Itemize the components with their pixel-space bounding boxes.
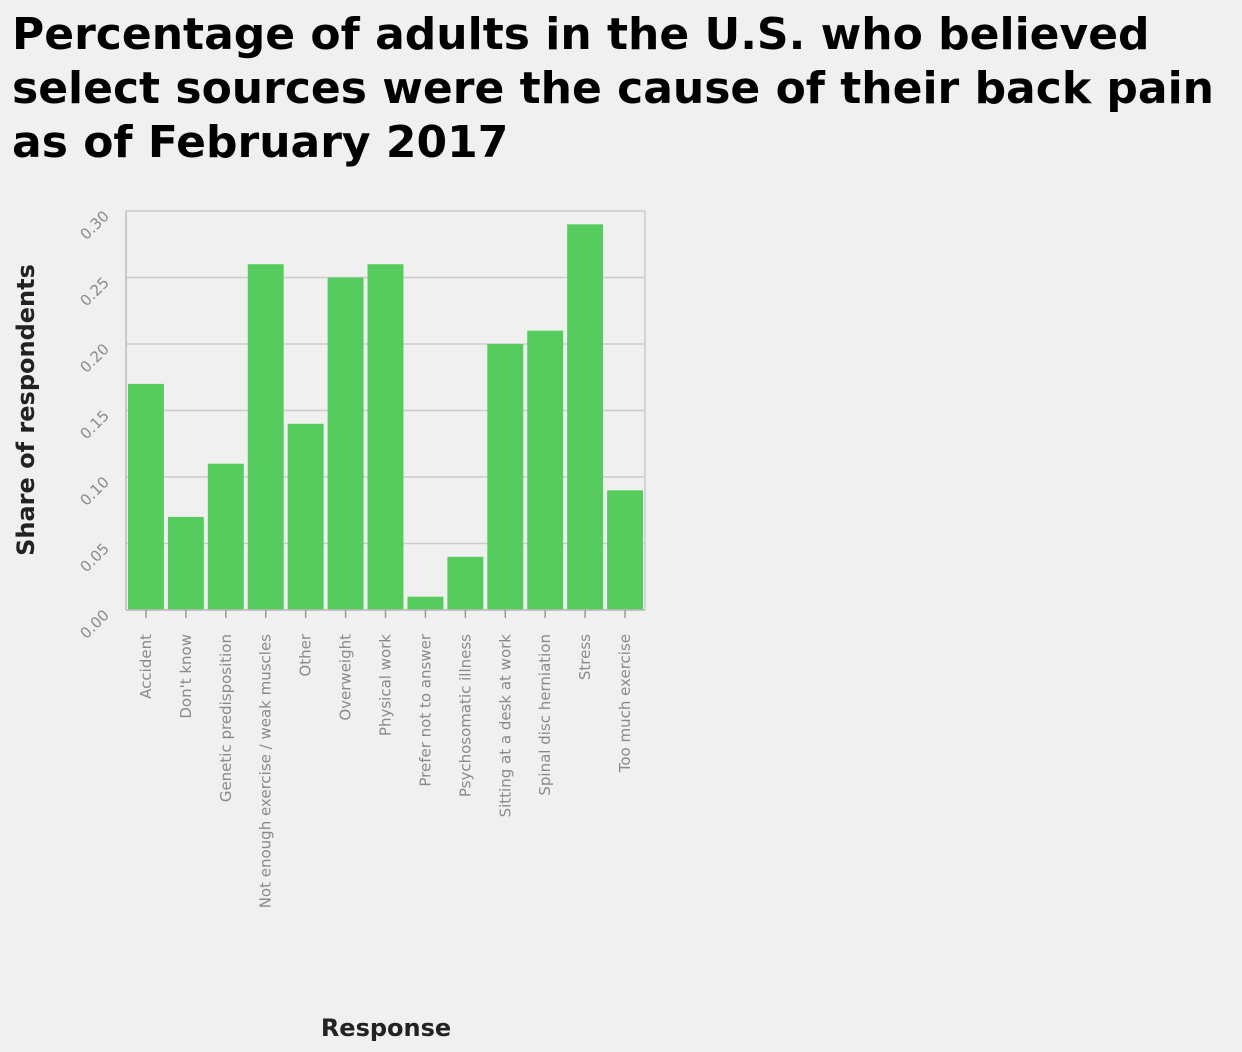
y-tick-label: 0.30 — [76, 207, 112, 243]
bar — [567, 224, 604, 611]
y-tick-label: 0.10 — [76, 473, 112, 509]
bar — [447, 556, 484, 610]
chart-title: Percentage of adults in the U.S. who bel… — [12, 9, 1215, 168]
x-tick-label: Prefer not to answer — [416, 633, 434, 786]
y-tick-label: 0.05 — [76, 540, 112, 576]
x-tick-label: Overweight — [337, 634, 355, 721]
bar — [327, 277, 364, 610]
y-tick-label: 0.15 — [76, 407, 112, 443]
bar — [407, 596, 444, 610]
x-tick-label: Spinal disc herniation — [536, 634, 554, 796]
x-tick-label: Not enough exercise / weak muscles — [257, 634, 275, 908]
bars — [127, 224, 644, 611]
x-tick-label: Sitting at a desk at work — [496, 634, 514, 818]
y-axis-title: Share of respondents — [12, 264, 40, 556]
y-tick-labels: 0.00 0.05 0.10 0.15 0.20 0.25 0.30 — [76, 207, 112, 642]
bar — [287, 423, 324, 610]
y-tick-label: 0.00 — [76, 606, 112, 642]
x-tick-labels: Accident Don't know Genetic predisposition… — [137, 633, 634, 908]
bar — [487, 344, 524, 610]
x-tick-label: Accident — [137, 634, 155, 699]
bar — [127, 383, 164, 610]
x-tick-label: Psychosomatic illness — [456, 634, 474, 797]
x-tick-label: Too much exercise — [616, 634, 634, 773]
x-tick-label: Genetic predisposition — [217, 634, 235, 802]
y-tick-label: 0.20 — [76, 340, 112, 376]
y-tick-label: 0.25 — [76, 274, 112, 310]
axes — [125, 211, 645, 618]
x-tick-label: Stress — [576, 634, 594, 680]
x-tick-label: Physical work — [377, 634, 395, 736]
bar — [167, 516, 204, 610]
bar — [207, 463, 244, 610]
x-axis-title: Response — [321, 1014, 451, 1042]
bar — [607, 490, 644, 610]
bar — [247, 264, 284, 610]
x-tick-label: Don't know — [177, 634, 195, 719]
x-tick-label: Other — [297, 633, 315, 676]
bar — [527, 330, 564, 610]
bar — [367, 264, 404, 610]
